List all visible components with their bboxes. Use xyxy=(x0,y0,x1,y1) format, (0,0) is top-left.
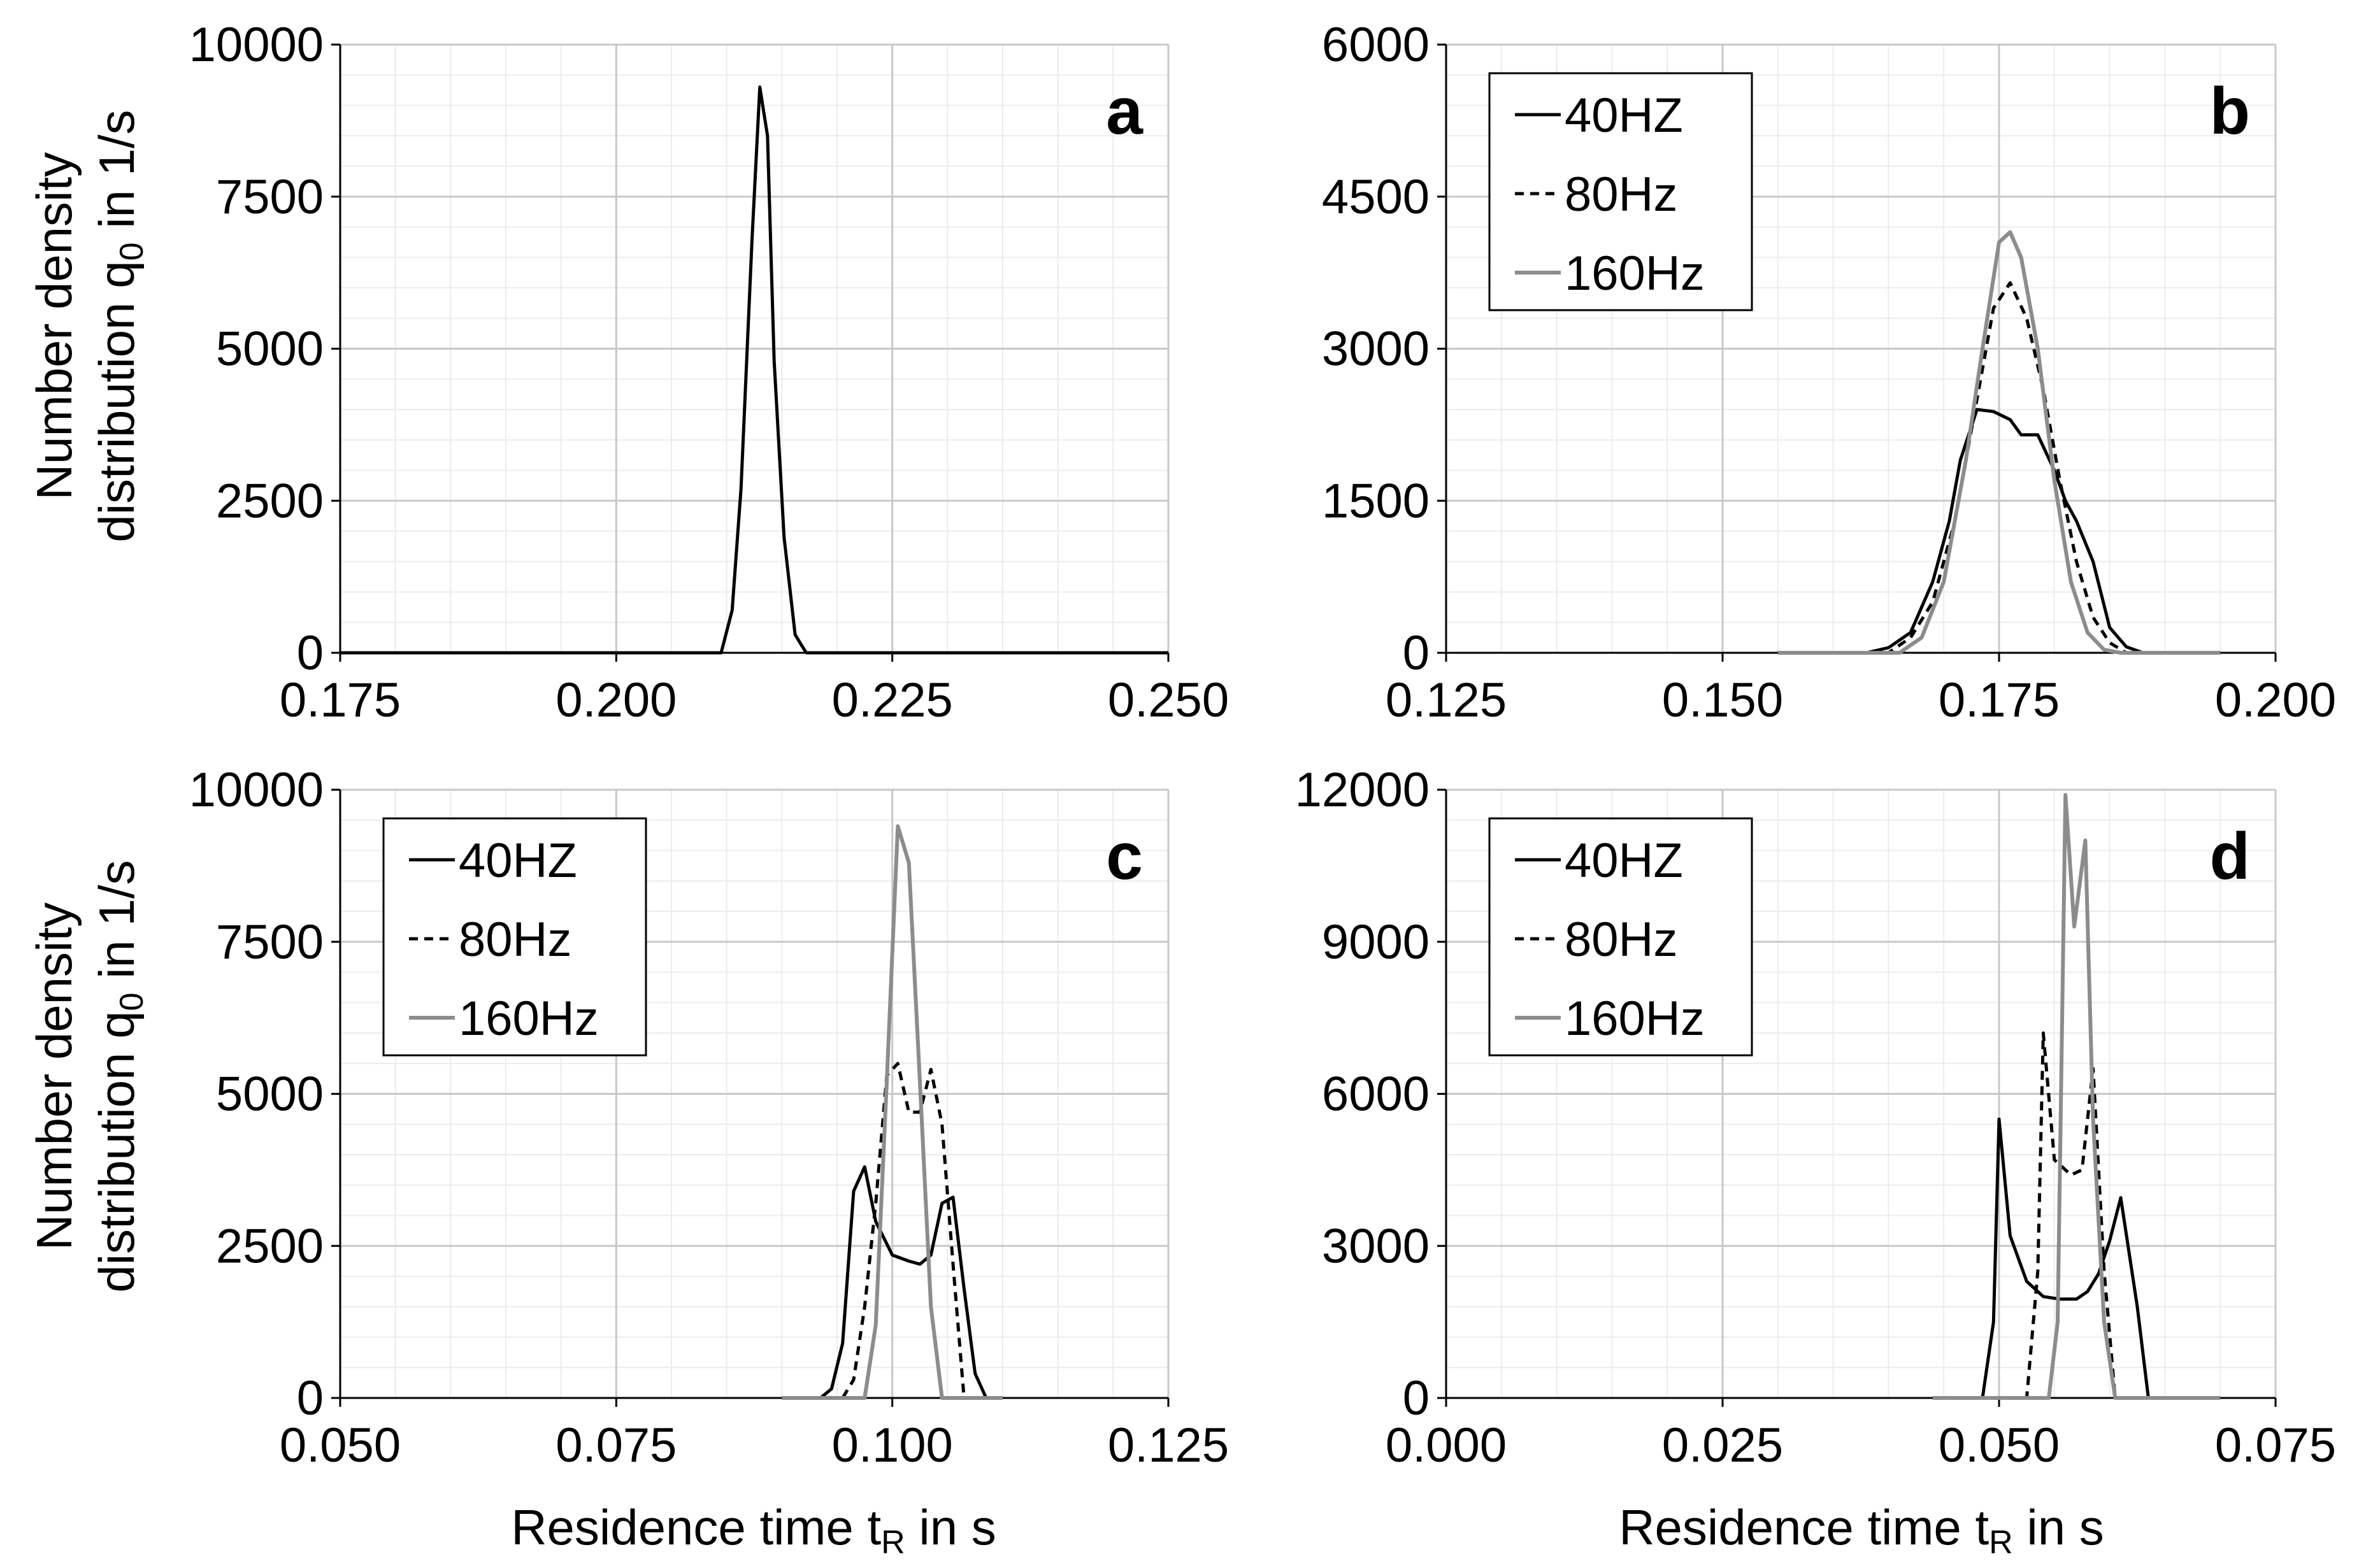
legend-label: 40HZ xyxy=(1565,834,1683,888)
y-label-sub: 0 xyxy=(113,242,150,260)
legend-label: 80Hz xyxy=(1565,913,1677,967)
legend-label: 160Hz xyxy=(1565,992,1705,1046)
x-label-sub: R xyxy=(1989,1524,2013,1561)
chart-panels: 0.175 0.200 0.225 0.250025005000750010000a0… xyxy=(189,18,2336,1472)
y-tick-label: 10000 xyxy=(189,763,324,817)
x-axis-label-right: Residence time tR in s xyxy=(1619,1499,2104,1561)
y-axis-label-top-line1: Number density xyxy=(26,152,82,500)
legend-label: 80Hz xyxy=(1565,167,1677,222)
series-line-40hz xyxy=(1777,408,2221,655)
y-label-prefix: distribution q xyxy=(89,1011,145,1292)
x-label-suffix: in s xyxy=(905,1499,996,1555)
x-tick-label: 0.075 xyxy=(556,1418,677,1472)
y-label-prefix: distribution q xyxy=(89,260,145,542)
x-tick-label: 0.000 xyxy=(1386,1418,1507,1472)
x-label-sub: R xyxy=(881,1524,905,1561)
y-tick-label: 5000 xyxy=(216,1067,324,1122)
y-tick-label: 3000 xyxy=(1322,1219,1430,1273)
x-tick-label: 0.150 xyxy=(1662,673,1783,727)
x-tick-label: 0.050 xyxy=(280,1418,401,1472)
y-tick-label: 2500 xyxy=(216,1219,324,1273)
y-label-sub: 0 xyxy=(113,992,150,1011)
panel-letter: c xyxy=(1106,820,1143,894)
panel-d: 0.000 0.025 0.050 0.075 0 3000 6000 9000 12000 d 4… xyxy=(1295,763,2336,1472)
y-tick-label: 0 xyxy=(297,626,324,680)
series-line-main xyxy=(340,85,1168,655)
y-tick-label: 10000 xyxy=(189,18,324,72)
panel-letter: d xyxy=(2209,820,2250,894)
y-axis-label-bottom-line1: Number density xyxy=(26,902,82,1250)
y-axis-label-bottom-line2: distribution q0 in 1/s xyxy=(89,860,150,1292)
legend-label: 160Hz xyxy=(459,992,599,1046)
y-tick-label: 3000 xyxy=(1322,322,1430,376)
x-tick-label: 0.175 xyxy=(280,673,401,727)
legend-label: 40HZ xyxy=(1565,89,1683,143)
x-label-prefix: Residence time t xyxy=(511,1499,881,1555)
legend-label: 40HZ xyxy=(459,834,577,888)
x-label-prefix: Residence time t xyxy=(1619,1499,1989,1555)
x-tick-label: 0.125 xyxy=(1386,673,1507,727)
x-tick-label: 0.225 xyxy=(832,673,953,727)
panel-b: 0.125 0.150 0.175 0.200 0 1500 3000 4500 6000 b 40… xyxy=(1322,18,2336,727)
x-tick-label: 0.200 xyxy=(2215,673,2336,727)
x-tick-label: 0.200 xyxy=(556,673,677,727)
series-line-160hz xyxy=(782,824,1003,1400)
y-tick-label: 5000 xyxy=(216,322,324,376)
panel-letter: b xyxy=(2209,75,2250,148)
y-tick-label: 6000 xyxy=(1322,1067,1430,1122)
x-tick-label: 0.100 xyxy=(832,1418,953,1472)
y-tick-label: 0 xyxy=(1403,626,1430,680)
legend-label: 160Hz xyxy=(1565,246,1705,301)
y-tick-label: 2500 xyxy=(216,474,324,528)
y-label-suffix: in 1/s xyxy=(89,860,145,992)
x-tick-label: 0.125 xyxy=(1108,1418,1229,1472)
x-axis-label-left: Residence time tR in s xyxy=(511,1499,996,1561)
series-line-40hz xyxy=(1932,1117,2221,1400)
y-tick-label: 1500 xyxy=(1322,474,1430,528)
y-tick-label: 4500 xyxy=(1322,170,1430,224)
series-line-80hz xyxy=(1932,1031,2221,1400)
series-line-40hz xyxy=(782,1165,1003,1400)
y-tick-label: 9000 xyxy=(1322,915,1430,969)
x-tick-label: 0.075 xyxy=(2215,1418,2336,1472)
x-label-suffix: in s xyxy=(2013,1499,2104,1555)
y-tick-label: 7500 xyxy=(216,170,324,224)
series-line-80hz xyxy=(1777,281,2221,655)
series-line-160hz xyxy=(1932,793,2221,1400)
series-line-160hz xyxy=(1777,230,2221,655)
x-tick-label: 0.050 xyxy=(1939,1418,2060,1472)
panel-a: 0.175 0.200 0.225 0.250 0 2500 5000 7500 10000 a xyxy=(189,18,1229,727)
panel-c: 0.050 0.075 0.100 0.125 0 2500 5000 7500 10000 c 4… xyxy=(189,763,1229,1472)
y-label-suffix: in 1/s xyxy=(89,110,145,242)
x-tick-label: 0.250 xyxy=(1108,673,1229,727)
y-tick-label: 0 xyxy=(297,1371,324,1425)
x-tick-label: 0.175 xyxy=(1939,673,2060,727)
series-line-80hz xyxy=(782,1062,1003,1400)
y-axis-label-top-line2: distribution q0 in 1/s xyxy=(89,110,150,542)
legend-label: 80Hz xyxy=(459,913,571,967)
y-tick-label: 7500 xyxy=(216,915,324,969)
y-tick-label: 12000 xyxy=(1295,763,1430,817)
panel-letter: a xyxy=(1106,75,1144,148)
x-tick-label: 0.025 xyxy=(1662,1418,1783,1472)
y-tick-label: 6000 xyxy=(1322,18,1430,72)
y-tick-label: 0 xyxy=(1403,1371,1430,1425)
